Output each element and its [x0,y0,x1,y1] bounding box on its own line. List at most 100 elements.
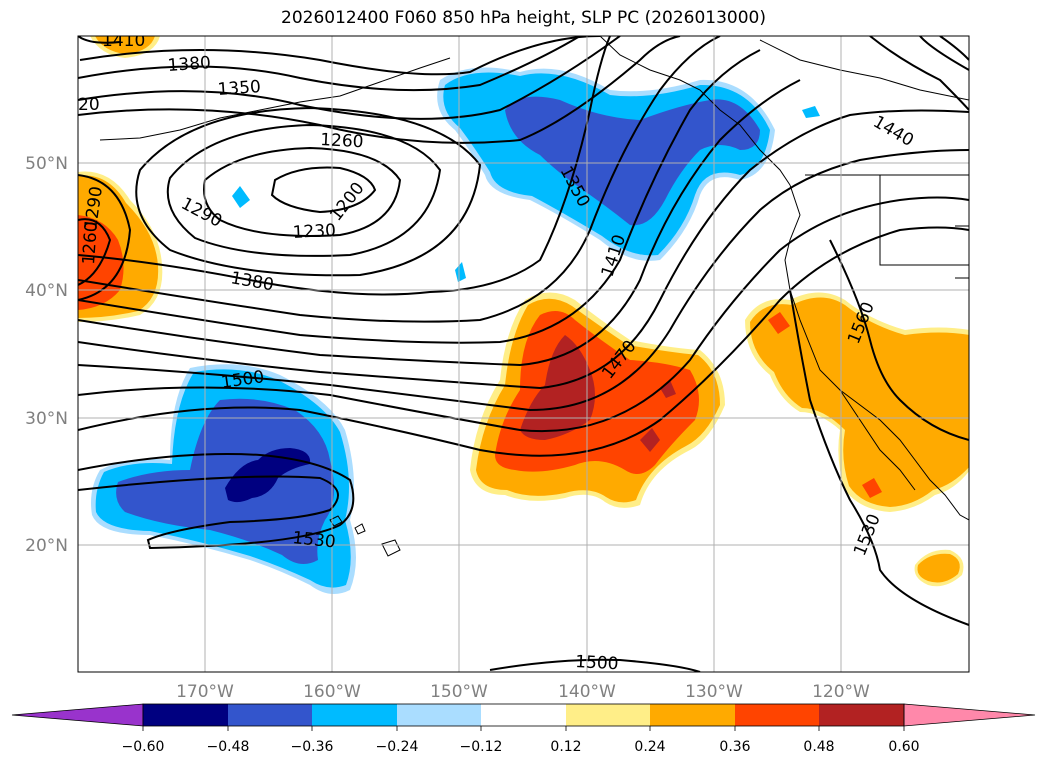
colorbar-tick-label: −0.24 [376,739,419,755]
contour-1290-low [135,106,482,277]
contour-label: 1530 [291,528,336,552]
lat-label-40n: 40°N [25,281,68,301]
border-us-states [879,175,969,266]
contour-ne-2 [919,36,969,71]
contour-label: 1500 [575,652,619,674]
colorbar-tick-label: −0.12 [460,739,503,755]
colorbar-segment [143,704,228,726]
colorbar-segment [819,704,904,726]
lon-label-140w: 140°W [558,682,616,702]
contour-1320-top [78,36,681,144]
contour-label: 20 [78,95,100,115]
contour-label: 1380 [167,53,212,76]
shade-pos-extreme-2 [640,428,660,452]
colorbar-segment [228,704,312,726]
colorbar-segment [735,704,819,726]
colorbar-segment [481,704,566,726]
colorbar-segment [566,704,650,726]
contour-1500-south [489,658,701,672]
colorbar-tick-label: −0.36 [291,739,334,755]
shade-pos-mid [750,297,969,507]
colorbar-tick-label: −0.60 [122,739,165,755]
contour-1410-top [79,36,601,76]
contour-1200-low [270,166,377,214]
colorbar-ticks [142,726,905,731]
latitude-labels: 50°N 40°N 30°N 20°N [25,154,68,556]
lon-label-150w: 150°W [430,682,488,702]
shade-neg-strong [505,96,760,226]
shade-pos-extreme [520,335,595,440]
colorbar-tick-label: 0.60 [888,739,919,755]
coastline-baja [839,389,916,491]
contour-label: 1410 [102,31,145,51]
colorbar-tick-label: 0.12 [550,739,581,755]
lon-label-120w: 120°W [812,682,870,702]
shade-neg-light-small-3 [802,106,820,118]
lat-label-50n: 50°N [25,154,68,174]
contour-ne-corner [939,36,969,61]
shade-neg-light-small-2 [455,262,466,282]
contour-label: 1230 [292,221,336,243]
colorbar-segment [397,704,481,726]
colorbar-segment [650,704,735,726]
coastline-hawaii-1 [329,515,343,527]
map-frame [77,35,970,673]
lon-label-160w: 160°W [303,682,361,702]
contour-1440 [78,49,761,344]
colorbar-extend-right [903,703,1036,727]
shade-pos-small-mid [917,553,960,583]
contour-1530-closed [78,453,355,550]
contour-label: 1350 [217,77,262,100]
contour-1500-b [78,196,969,433]
contour-1260-west [78,218,112,286]
shade-pos-extreme-3 [660,380,676,398]
contour-1530-east [789,289,969,626]
map-title: 2026012400 F060 850 hPa height, SLP PC (… [281,8,766,28]
contour-1410 [78,36,721,323]
lat-label-30n: 30°N [25,409,68,429]
contour-label: 1260 [79,221,102,266]
contour-1230-low [203,146,402,237]
contour-1440-ne [869,36,969,111]
shade-neg-strong [116,398,335,564]
contour-1470-b [78,109,969,390]
contour-labels: 1410 1380 1350 20 1260 1200 1290 1230 13… [78,31,917,674]
coastline-aleutians [99,57,451,141]
coastline-hawaii-2 [354,523,366,535]
contour-1530 [78,226,969,457]
coastline-canada-north [759,39,969,101]
colorbar-tick-label: −0.48 [207,739,250,755]
coastline-hawaii-3 [381,539,401,557]
shade-pos-strong-1 [768,312,790,334]
contour-1380-top [78,36,581,92]
contour-1500-a [78,149,969,412]
shade-pos-strong-2 [862,478,882,498]
colorbar-extend-left [11,703,144,727]
longitude-labels: 170°W 160°W 150°W 140°W 130°W 120°W [176,682,870,702]
shade-neg-light-small-1 [232,186,250,208]
contour-1470-a [78,79,801,367]
colorbar-segment [312,704,397,726]
contour-1260-low [166,123,442,257]
colorbar-tick-labels: −0.60 −0.48 −0.36 −0.24 −0.12 0.12 0.24 … [122,739,920,755]
colorbar-tick-label: 0.24 [634,739,665,755]
coastline-alaska [599,36,791,186]
colorbar: −0.60 −0.48 −0.36 −0.24 −0.12 0.12 0.24 … [11,703,1036,755]
colorbar-tick-label: 0.36 [719,739,750,755]
border-state-east [955,225,969,279]
contour-label: 1260 [320,130,364,152]
contour-1410-corner [78,36,121,44]
colorbar-tick-label: 0.48 [803,739,834,755]
contour-1350-top [78,36,621,120]
lon-label-130w: 130°W [685,682,743,702]
colorbar-frame [142,703,905,727]
positive-anomaly-central [470,292,725,508]
graticule [78,36,969,672]
map-panel: 1410 1380 1350 20 1260 1200 1290 1230 13… [78,31,969,674]
lat-label-20n: 20°N [25,536,68,556]
negative-anomaly-gulf-of-alaska [232,67,820,282]
coastlines [99,36,969,557]
shade-neg-extreme [225,448,311,503]
lon-label-170w: 170°W [176,682,234,702]
